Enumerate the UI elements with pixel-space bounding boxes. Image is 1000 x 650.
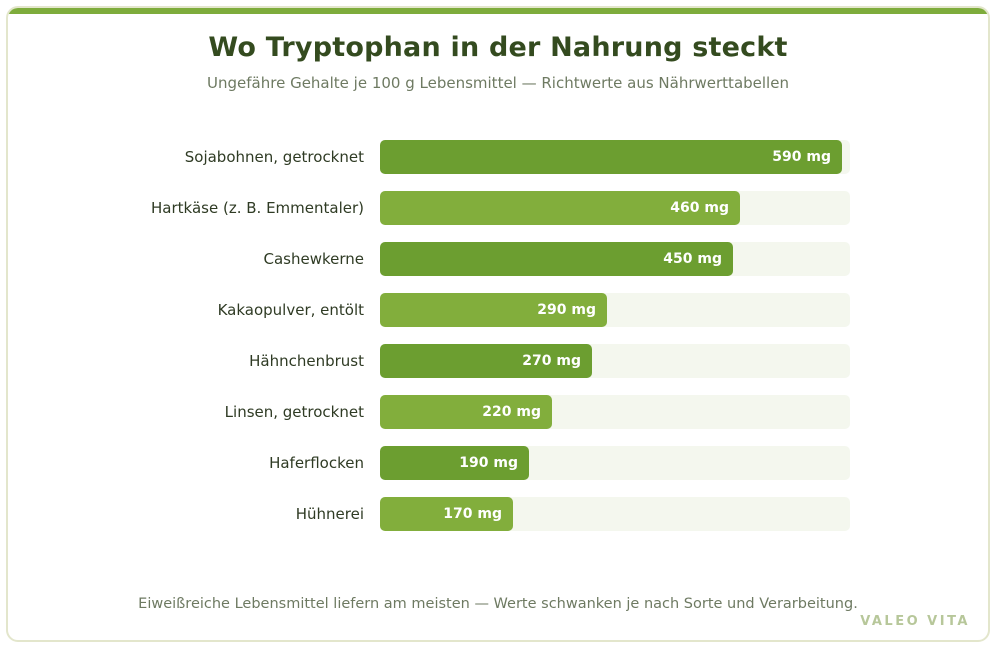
category-label: Linsen, getrocknet [224, 403, 364, 421]
bar-chart: Sojabohnen, getrocknet 590 mg Hartkäse (z.… [8, 8, 988, 640]
chart-footnote: Eiweißreiche Lebensmittel liefern am mei… [138, 596, 858, 612]
category-label: Hähnchenbrust [249, 352, 364, 370]
category-label: Hühnerei [295, 505, 364, 523]
category-label: Cashewkerne [263, 250, 364, 268]
bar-value-label: 290 mg [537, 302, 596, 318]
category-label: Haferflocken [269, 454, 364, 472]
chart-title: Wo Tryptophan in der Nahrung steckt [208, 32, 788, 63]
category-label: Sojabohnen, getrocknet [184, 148, 364, 166]
bar [380, 497, 513, 531]
bar-value-label: 590 mg [772, 149, 831, 165]
bar [380, 446, 529, 480]
brand-logo: VALEO VITA [860, 614, 970, 629]
bar-value-label: 190 mg [459, 455, 518, 471]
bar [380, 395, 552, 429]
bar-value-label: 270 mg [522, 353, 581, 369]
accent-bar [8, 8, 988, 14]
chart-card: Wo Tryptophan in der Nahrung steckt Unge… [6, 6, 990, 642]
bar [380, 242, 733, 276]
bar-value-label: 450 mg [663, 251, 722, 267]
bar [380, 191, 740, 225]
bar-value-label: 170 mg [443, 506, 502, 522]
category-label: Kakaopulver, entölt [217, 301, 364, 319]
category-label: Hartkäse (z. B. Emmentaler) [151, 199, 364, 217]
bar [380, 293, 607, 327]
bar [380, 344, 592, 378]
chart-subtitle: Ungefähre Gehalte je 100 g Lebensmittel … [207, 74, 789, 92]
bar-value-label: 220 mg [482, 404, 541, 420]
bar-value-label: 460 mg [670, 200, 729, 216]
bar [380, 140, 842, 174]
